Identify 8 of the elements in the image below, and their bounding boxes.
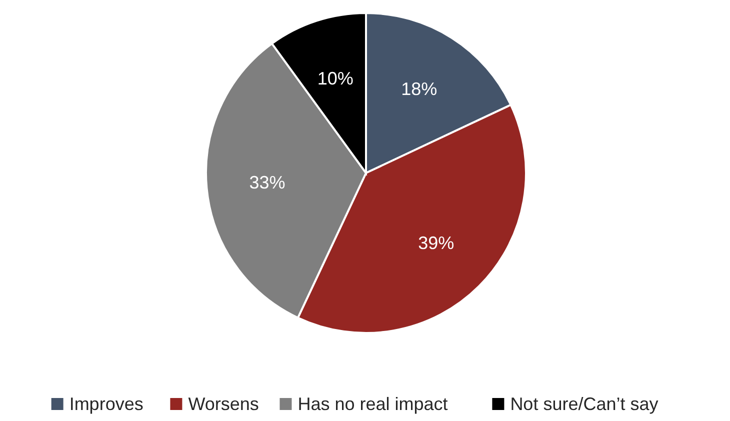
legend-label: Has no real impact (298, 394, 448, 414)
legend-label: Improves (69, 394, 144, 414)
data-label: 18% (401, 79, 438, 100)
legend-label: Not sure/Can’t say (510, 394, 658, 414)
data-label: 33% (249, 172, 286, 192)
legend-label: Worsens (188, 394, 259, 414)
data-label: 39% (418, 233, 454, 254)
data-label: 10% (317, 68, 354, 89)
